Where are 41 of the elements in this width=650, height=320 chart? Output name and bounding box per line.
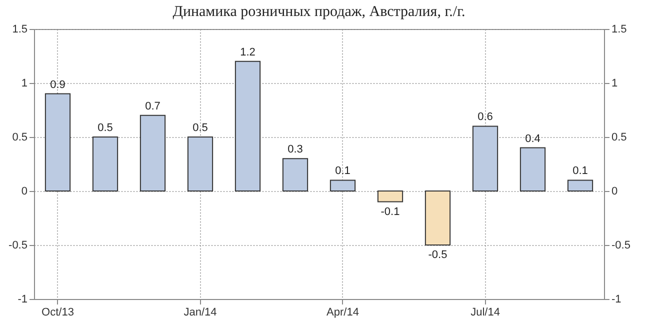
y-tick-label: -1 bbox=[18, 294, 28, 306]
data-label: 0.5 bbox=[192, 122, 208, 134]
chart-title: Динамика розничных продаж, Австралия, г./г. bbox=[172, 4, 466, 20]
x-tick-label: Oct/13 bbox=[42, 306, 74, 318]
bar bbox=[44, 93, 71, 192]
bar bbox=[567, 180, 594, 192]
bar bbox=[187, 136, 214, 192]
bar bbox=[424, 190, 451, 246]
data-label: 1.2 bbox=[240, 46, 256, 58]
y-tick-label: 1.5 bbox=[12, 24, 28, 36]
x-tick-label: Jul/14 bbox=[470, 306, 500, 318]
data-label: 0.9 bbox=[50, 78, 66, 91]
y-tick-label: 0.5 bbox=[12, 132, 28, 144]
y-tick-label: -0.5 bbox=[8, 240, 28, 252]
y2-tick-label: 0.5 bbox=[612, 132, 627, 144]
bar bbox=[234, 60, 261, 192]
data-label: -0.5 bbox=[428, 249, 448, 261]
data-label: 0.1 bbox=[572, 165, 588, 178]
data-label: 0.4 bbox=[525, 132, 540, 145]
bar bbox=[140, 114, 166, 192]
bar bbox=[520, 147, 546, 192]
y-tick-label: 1 bbox=[21, 78, 28, 90]
bar bbox=[282, 158, 308, 192]
data-label: 0.6 bbox=[478, 111, 493, 124]
y2-tick-label: -0.5 bbox=[612, 240, 630, 252]
y2-tick-label: 0 bbox=[612, 186, 618, 198]
y-tick-label: 0 bbox=[21, 186, 28, 198]
y2-tick-label: -1 bbox=[612, 294, 622, 306]
bar bbox=[330, 180, 356, 192]
bar bbox=[92, 136, 118, 192]
data-label: 0.1 bbox=[335, 165, 350, 178]
data-label: -0.1 bbox=[380, 206, 400, 218]
bar bbox=[472, 126, 498, 192]
y2-tick-label: 1.5 bbox=[612, 24, 627, 36]
bar bbox=[377, 190, 404, 202]
data-label: 0.5 bbox=[98, 122, 113, 134]
x-tick-label: Apr/14 bbox=[326, 306, 359, 318]
y2-tick-label: 1 bbox=[612, 78, 618, 90]
data-label: 0.7 bbox=[145, 100, 160, 112]
x-tick-label: Jan/14 bbox=[184, 306, 217, 318]
data-label: 0.3 bbox=[288, 144, 303, 156]
